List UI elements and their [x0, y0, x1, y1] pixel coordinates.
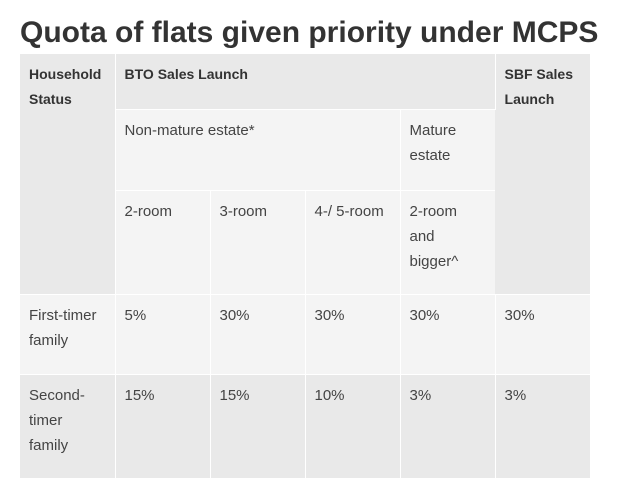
cell-mature-2-room-bigger: 30% [400, 294, 496, 375]
header-3-room: 3-room [210, 190, 306, 295]
header-row-estate: Non-mature estate* Mature estate [20, 109, 590, 191]
cell-non-mature-3-room: 15% [210, 374, 306, 479]
header-4-5-room: 4-/ 5-room [305, 190, 401, 295]
header-row-top: Household Status BTO Sales Launch SBF Sa… [20, 54, 591, 295]
cell-mature-2-room-bigger: 3% [400, 374, 496, 479]
cell-non-mature-2-room: 5% [115, 294, 211, 375]
cell-status: First-timer family [20, 294, 116, 375]
header-bto-sales-launch: BTO Sales Launch [115, 54, 496, 110]
table-row: First-timer family 5% 30% 30% 30% 30% [20, 294, 591, 375]
header-non-mature-estate: Non-mature estate* [115, 109, 401, 191]
cell-sbf: 3% [495, 374, 591, 479]
cell-non-mature-3-room: 30% [210, 294, 306, 375]
header-row-flat-type: 2-room 3-room 4-/ 5-room 2-room and bigg… [20, 190, 590, 295]
header-2-room-and-bigger: 2-room and bigger^ [400, 190, 496, 295]
header-2-room: 2-room [115, 190, 211, 295]
mcps-quota-table: Household Status BTO Sales Launch SBF Sa… [20, 54, 591, 479]
header-mature-estate: Mature estate [400, 109, 496, 191]
header-household-status: Household Status [20, 54, 116, 295]
cell-non-mature-4-5-room: 10% [305, 374, 401, 479]
page-title: Quota of flats given priority under MCPS [20, 16, 599, 49]
header-sbf-sales-launch: SBF Sales Launch [495, 54, 591, 295]
cell-sbf: 30% [495, 294, 591, 375]
cell-status: Second-timer family [20, 374, 116, 479]
table-row: Second-timer family 15% 15% 10% 3% 3% [20, 374, 591, 479]
cell-non-mature-4-5-room: 30% [305, 294, 401, 375]
cell-non-mature-2-room: 15% [115, 374, 211, 479]
